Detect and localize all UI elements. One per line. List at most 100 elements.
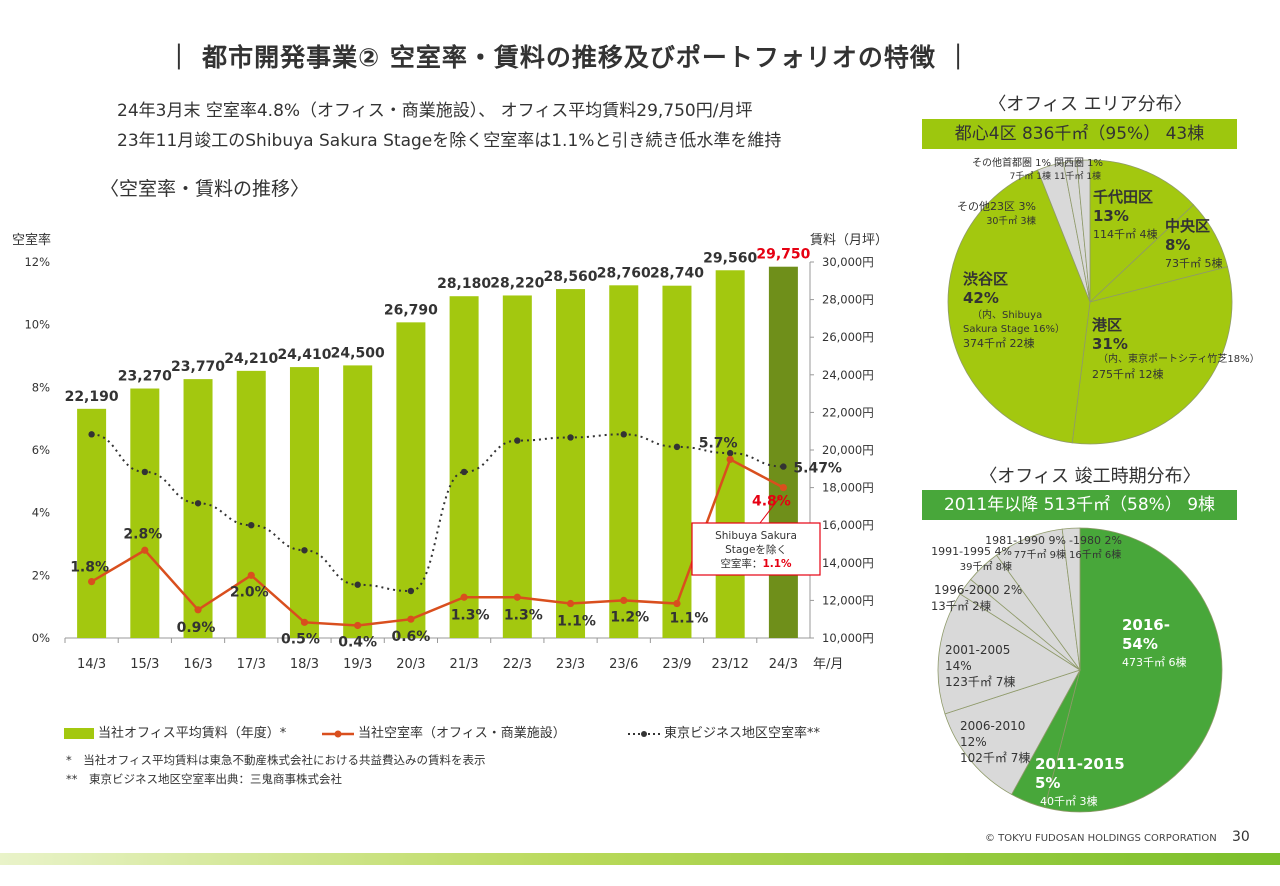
company-vacancy-point: [354, 621, 362, 630]
era-label-2001-pct: 14%: [945, 659, 972, 673]
x-tick-label: 14/3: [77, 657, 106, 672]
era-pie-slice: [1061, 527, 1081, 671]
rent-bar-label: 28,560: [544, 269, 598, 285]
era-label-2011-detail: 40千㎡ 3棟: [1040, 794, 1098, 808]
legend-label-rent: 当社オフィス平均賃料（年度）*: [98, 726, 287, 741]
footer-gradient-bar: [0, 853, 1280, 865]
era-pie-slice: [1044, 527, 1223, 813]
area-label-minato-pct: 31%: [1092, 335, 1128, 353]
legend-swatch-rent: [64, 728, 94, 739]
rent-bar-label: 29,750: [756, 247, 810, 263]
copyright: © TOKYU FUDOSAN HOLDINGS CORPORATION: [985, 833, 1217, 844]
company-vacancy-point: [194, 606, 202, 614]
area-label-kansai-detail: 11千㎡ 1棟: [1054, 170, 1101, 182]
company-vacancy-label: 0.6%: [391, 629, 430, 645]
x-tick-label: 15/3: [130, 657, 159, 672]
rent-bar: [662, 285, 692, 638]
x-tick-label: 21/3: [450, 657, 479, 672]
rent-bar-label: 24,500: [331, 345, 385, 361]
rent-bar-label: 24,210: [224, 351, 278, 367]
area-label-chuo-name: 中央区: [1165, 217, 1210, 235]
company-vacancy-point: [247, 571, 255, 579]
tokyo-vacancy-end-label: 5.47%: [793, 461, 842, 477]
right-tick-label: 28,000円: [822, 293, 874, 307]
era-label-1991-detail: 39千㎡ 8棟: [960, 560, 1012, 573]
era-label-1996-detail: 13千㎡ 2棟: [931, 599, 992, 613]
company-vacancy-point: [779, 484, 787, 492]
era-label-2016-detail: 473千㎡ 6棟: [1122, 655, 1187, 669]
page-number: 30: [1232, 829, 1250, 845]
left-tick-label: 2%: [32, 568, 50, 582]
page-title: ｜ 都市開発事業② 空室率・賃料の推移及びポートフォリオの特徴 ｜: [166, 43, 972, 72]
rent-bar: [609, 285, 639, 638]
callout-line-3: 空室率：1.1%: [720, 557, 792, 570]
rent-bar: [343, 365, 373, 638]
company-vacancy-label: 1.1%: [557, 614, 596, 630]
company-vacancy-point: [300, 618, 309, 626]
left-tick-label: 8%: [32, 380, 50, 394]
era-label-2001-name: 2001-2005: [945, 643, 1010, 657]
company-vacancy-label: 1.3%: [504, 607, 543, 623]
area-label-metro-name: その他首都圏 1%: [972, 156, 1051, 169]
right-tick-label: 26,000円: [822, 330, 874, 344]
area-label-other23-detail: 30千㎡ 3棟: [986, 215, 1036, 227]
callout-line-3-prefix: 空室率：: [720, 557, 762, 570]
area-label-shibuya-name: 渋谷区: [963, 270, 1008, 288]
company-vacancy-label: 5.7%: [699, 435, 738, 451]
rent-bar: [77, 408, 107, 638]
rent-bar: [130, 388, 160, 638]
era-label-1980-detail: 16千㎡ 6棟: [1069, 548, 1121, 561]
right-tick-label: 16,000円: [822, 518, 874, 532]
area-pie-slice: [947, 169, 1091, 444]
era-label-2016-name: 2016-: [1122, 616, 1170, 634]
right-tick-label: 20,000円: [822, 443, 874, 457]
area-distribution-heading: 〈オフィス エリア分布〉: [988, 94, 1192, 115]
tokyo-vacancy-point: [514, 437, 521, 444]
rent-bar-label: 23,270: [118, 369, 172, 385]
rent-bar: [556, 289, 586, 638]
tokyo-vacancy-point: [407, 587, 415, 595]
x-tick-label: 20/3: [396, 657, 425, 672]
era-pie-slice: [944, 669, 1081, 795]
tokyo-vacancy-point: [673, 443, 681, 451]
rent-bar: [502, 295, 532, 638]
callout-line-1: Shibuya Sakura: [715, 530, 797, 542]
company-vacancy-point: [673, 599, 681, 608]
era-label-1980-name: -1980 2%: [1069, 534, 1122, 547]
completion-era-banner: 2011年以降 513千㎡（58%） 9棟: [922, 490, 1237, 520]
completion-era-heading: 〈オフィス 竣工時期分布〉: [979, 466, 1201, 487]
area-label-chuo-pct: 8%: [1165, 236, 1190, 254]
rent-bar: [396, 322, 426, 638]
left-tick-label: 0%: [32, 631, 50, 645]
right-tick-label: 10,000円: [822, 631, 874, 645]
company-vacancy-label: 1.8%: [70, 560, 109, 576]
callout-line-2: Stageを除く: [725, 543, 787, 556]
right-tick-label: 14,000円: [822, 556, 874, 570]
x-tick-label: 23/9: [662, 657, 691, 672]
area-label-shibuya-pct: 42%: [963, 289, 999, 307]
era-label-2006-name: 2006-2010: [960, 719, 1025, 733]
era-label-2006-pct: 12%: [960, 735, 987, 749]
legend-item-company-vacancy: 当社空室率（オフィス・商業施設）: [322, 722, 566, 741]
tokyo-vacancy-point: [620, 431, 627, 438]
left-tick-label: 10%: [24, 318, 50, 332]
summary-line-1: 24年3月末 空室率4.8%（オフィス・商業施設）、 オフィス平均賃料29,75…: [117, 101, 753, 121]
company-vacancy-point: [566, 599, 575, 608]
right-axis-title: 賃料（月坪）: [810, 233, 888, 248]
legend-swatch-company-vacancy: [322, 730, 354, 737]
rent-bar-label: 28,220: [490, 275, 544, 291]
era-pie-slice: [937, 593, 1081, 715]
company-vacancy-point: [141, 546, 149, 554]
company-vacancy-point: [620, 596, 628, 604]
x-tick-label: 19/3: [343, 657, 372, 672]
era-label-2001-detail: 123千㎡ 7棟: [945, 674, 1015, 689]
era-label-2011-name: 2011-2015: [1035, 755, 1125, 773]
tokyo-vacancy-point: [301, 547, 308, 554]
era-label-2016-pct: 54%: [1122, 635, 1158, 653]
x-tick-label: 23/12: [711, 657, 748, 672]
rent-bar-label: 28,760: [597, 265, 651, 281]
company-vacancy-point: [88, 578, 96, 586]
rent-bar: [768, 266, 798, 638]
left-tick-label: 12%: [24, 255, 50, 269]
